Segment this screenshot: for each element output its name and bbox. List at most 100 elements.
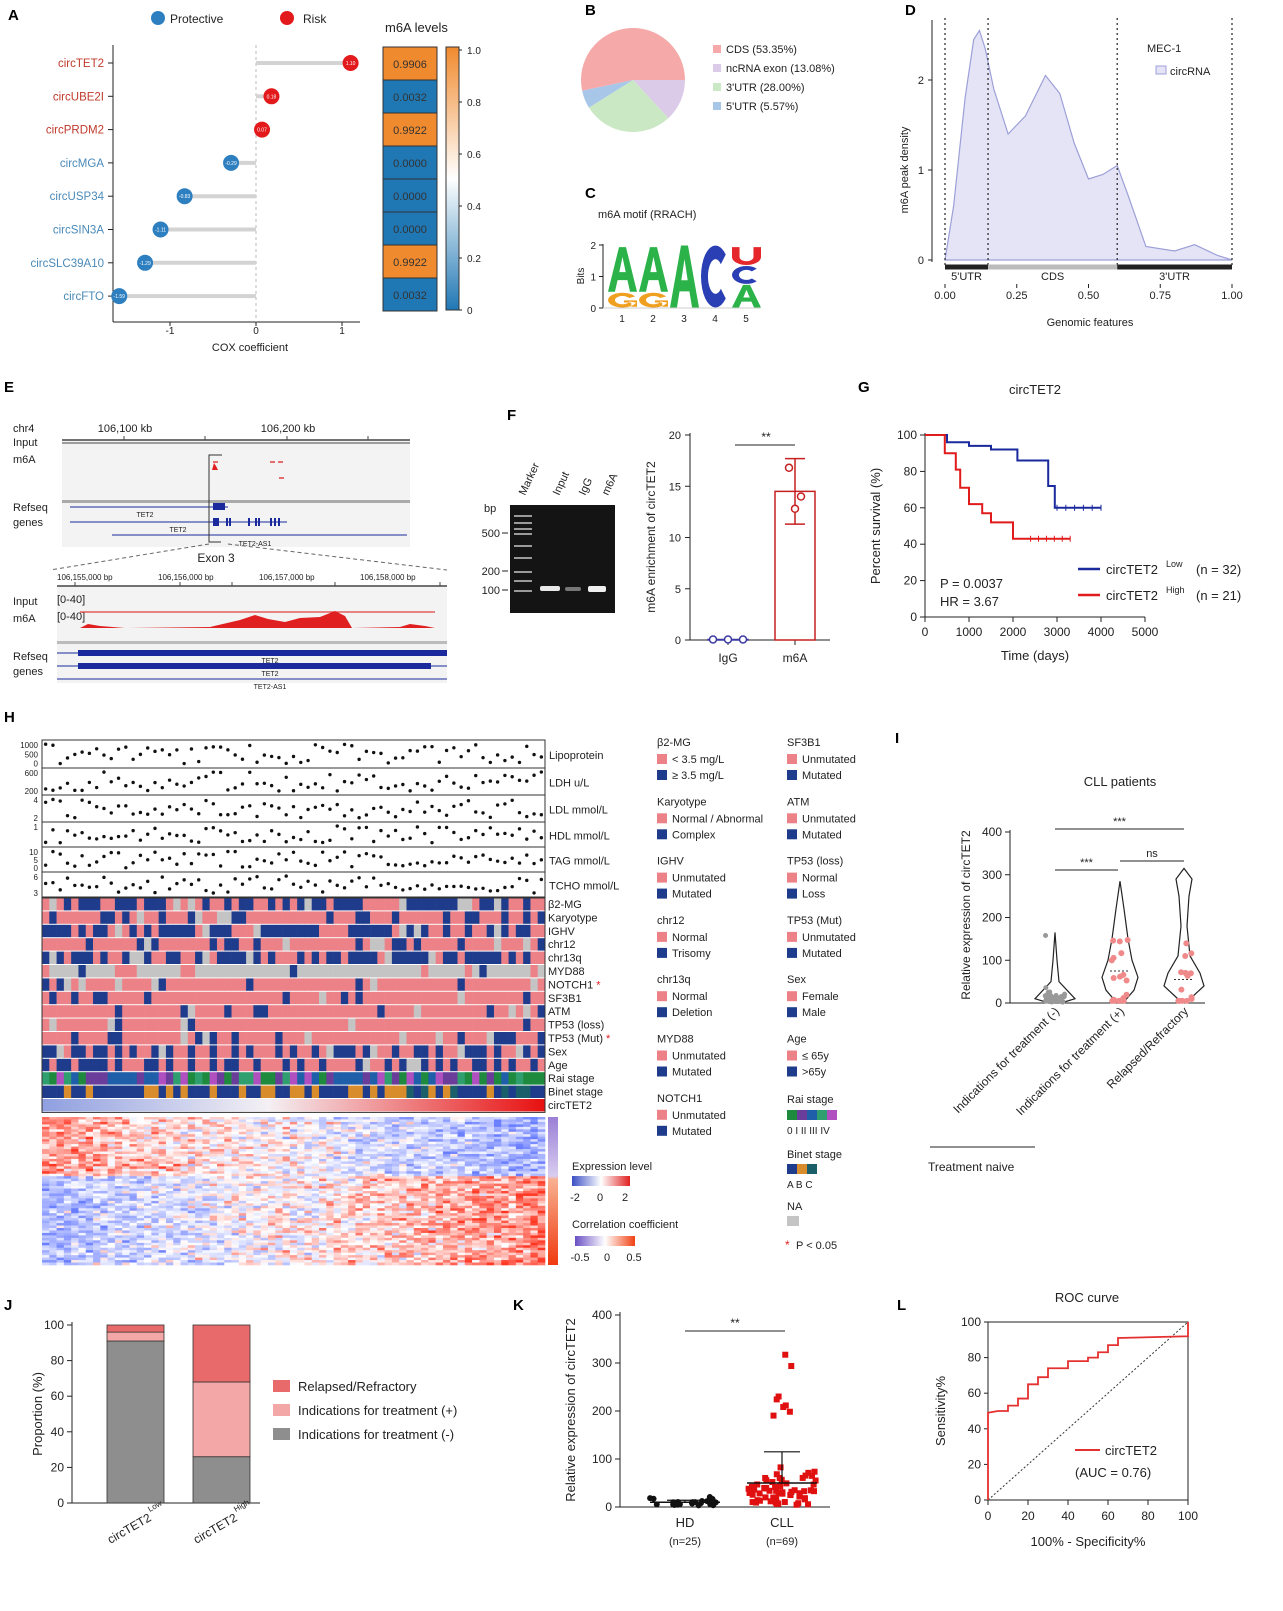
heatmap-cell (406, 1225, 415, 1229)
annotation-cell (195, 1018, 203, 1031)
heatmap-cell (42, 1176, 50, 1179)
heatmap-cell (428, 1134, 436, 1138)
annotation-cell (187, 924, 196, 938)
annotation-cell (173, 991, 181, 1005)
heatmap-cell (180, 1220, 189, 1224)
heatmap-cell (472, 1171, 480, 1175)
heatmap-cell (377, 1195, 385, 1199)
annotation-cell (253, 965, 261, 978)
annotation-cell (144, 1032, 152, 1045)
annotation-cell (340, 991, 349, 1005)
annotation-cell (384, 1085, 393, 1098)
lipid-dot (357, 757, 361, 762)
lipid-tick-label: 2 (34, 814, 39, 823)
heatmap-cell (406, 1173, 415, 1177)
heatmap-cell (304, 1215, 313, 1219)
annotation-cell (391, 1072, 400, 1085)
heatmap-cell (202, 1203, 210, 1207)
annotation-cell (180, 951, 189, 964)
heatmap-cell (122, 1129, 130, 1133)
lipid-dot (364, 777, 369, 782)
heatmap-cell (165, 1117, 174, 1120)
heatmap-cell (122, 1163, 130, 1167)
lipid-dot (313, 782, 318, 786)
heatmap-cell (136, 1210, 145, 1214)
heatmap-cell (530, 1163, 539, 1167)
heatmap-cell (49, 1154, 57, 1157)
heatmap-cell (406, 1208, 415, 1212)
annotation-cell (501, 1032, 509, 1045)
annotation-cell (100, 1005, 108, 1018)
heatmap-cell (442, 1161, 451, 1165)
heatmap-cell (100, 1210, 108, 1214)
heatmap-cell (202, 1126, 210, 1130)
heatmap-cell (479, 1121, 487, 1125)
heatmap-cell (107, 1156, 116, 1160)
heatmap-cell (151, 1154, 159, 1157)
heatmap-cell (209, 1144, 218, 1147)
heatmap-cell (187, 1205, 196, 1209)
annotation-cell (406, 898, 415, 911)
heatmap-cell (165, 1176, 174, 1179)
heatmap-cell (384, 1200, 393, 1204)
heatmap-cell (340, 1131, 349, 1135)
y-tick-label: 0 (675, 635, 681, 647)
heatmap-cell (195, 1136, 203, 1140)
heatmap-cell (515, 1163, 524, 1167)
heatmap-cell (348, 1161, 356, 1165)
heatmap-cell (195, 1124, 203, 1128)
heatmap-cell (515, 1176, 524, 1179)
heatmap-cell (180, 1146, 189, 1150)
heatmap-cell (85, 1126, 94, 1130)
heatmap-cell (122, 1144, 130, 1147)
heatmap-cell (450, 1195, 458, 1199)
heatmap-cell (442, 1126, 451, 1130)
heatmap-cell (267, 1154, 276, 1157)
heatmap-cell (246, 1183, 254, 1187)
annotation-cell (187, 938, 196, 951)
annotation-cell (450, 898, 458, 911)
annotation-cell (355, 1058, 364, 1072)
heatmap-cell (158, 1215, 167, 1219)
annotation-cell (515, 1072, 524, 1085)
heatmap-cell (151, 1139, 159, 1142)
motif-letter-G-glyph (608, 292, 637, 308)
zoom-label: Exon 3 (197, 551, 235, 565)
annotation-cell (282, 1045, 291, 1058)
heatmap-cell (523, 1186, 531, 1189)
heatmap-cell (42, 1213, 50, 1216)
annotation-cell (231, 911, 240, 924)
heatmap-cell (340, 1158, 349, 1162)
heatmap-cell (450, 1210, 458, 1214)
annotation-cell (297, 1072, 305, 1085)
heatmap-cell (136, 1166, 145, 1170)
heatmap-cell (340, 1134, 349, 1138)
heatmap-cell (253, 1173, 261, 1177)
lipid-dot (364, 813, 369, 817)
heatmap-cell (406, 1129, 415, 1133)
heatmap-cell (151, 1119, 159, 1123)
heatmap-cell (384, 1166, 393, 1170)
annotation-cell (202, 1045, 210, 1058)
heatmap-cell (129, 1223, 138, 1226)
heatmap-cell (158, 1191, 167, 1194)
heatmap-cell (246, 1129, 254, 1133)
annotation-cell (297, 1018, 305, 1031)
heatmap-cell (289, 1205, 298, 1209)
heatmap-cell (224, 1223, 232, 1226)
annotation-cell (202, 938, 210, 951)
heatmap-cell (165, 1134, 174, 1138)
heatmap-cell (136, 1119, 145, 1123)
heatmap-cell (515, 1171, 524, 1175)
heatmap-cell (355, 1186, 364, 1189)
heatmap-cell (42, 1144, 50, 1147)
heatmap-cell (472, 1218, 480, 1221)
annotation-cell (384, 911, 393, 924)
heatmap-cell (136, 1183, 145, 1187)
heatmap-cell (246, 1195, 254, 1199)
lipid-dot (94, 860, 99, 864)
lipid-dot (102, 753, 106, 757)
annotation-cell (319, 991, 327, 1005)
heatmap-cell (501, 1181, 509, 1184)
heatmap-cell (435, 1208, 444, 1212)
